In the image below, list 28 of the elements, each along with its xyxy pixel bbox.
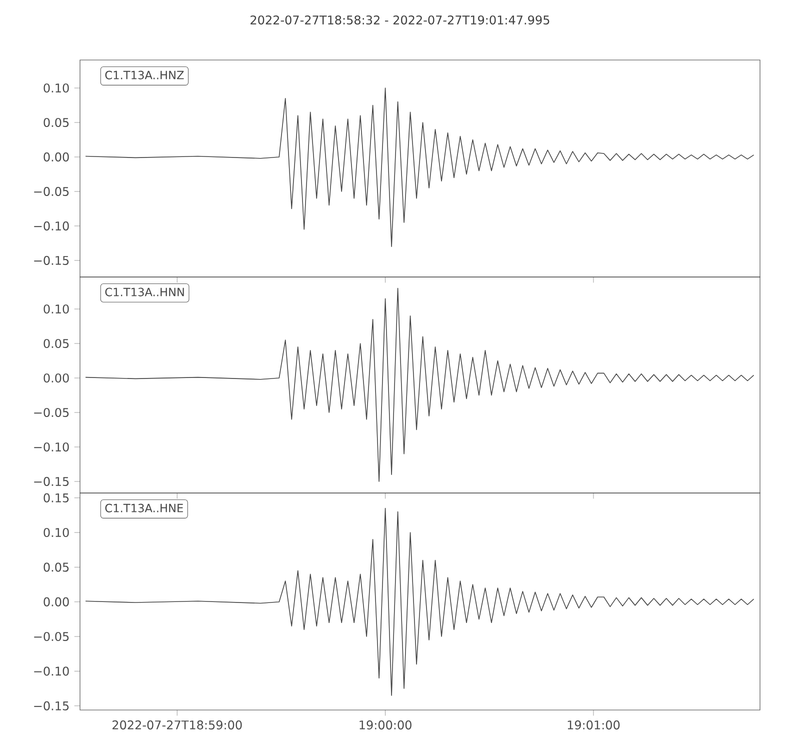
chart-title: 2022-07-27T18:58:32 - 2022-07-27T19:01:47.995	[250, 15, 550, 25]
y-tick-label: −0.05	[34, 186, 69, 196]
y-tick-label: 0.15	[44, 493, 69, 502]
x-tick-label: 2022-07-27T18:59:00	[112, 720, 242, 730]
y-tick-label: −0.15	[34, 256, 69, 265]
y-tick-label: 0.10	[44, 528, 69, 538]
y-tick-label: 0.05	[44, 562, 69, 572]
y-tick-label: 0.00	[44, 373, 69, 383]
text: C1.T13A..HNN	[105, 288, 184, 296]
y-tick-label: −0.10	[34, 666, 69, 676]
text: C1.T13A..HNZ	[105, 70, 184, 80]
y-tick-label: 0.05	[44, 118, 69, 128]
y-tick-label: −0.15	[34, 701, 69, 710]
y-tick-label: 0.10	[44, 83, 69, 93]
x-tick-label: 19:01:00	[568, 720, 620, 730]
y-tick-label: −0.15	[34, 476, 69, 486]
y-tick-label: −0.05	[34, 632, 69, 642]
y-tick-label: 0.10	[44, 304, 69, 314]
text: C1.T13A..HNE	[105, 504, 183, 512]
line-series	[85, 88, 754, 248]
y-tick-label: 0.00	[44, 597, 69, 606]
y-tick-label: −0.10	[34, 442, 69, 452]
y-tick-label: −0.05	[34, 408, 69, 418]
line-series	[85, 288, 754, 482]
y-tick-label: −0.10	[34, 221, 69, 230]
y-tick-label: 0.05	[44, 338, 69, 348]
x-tick-label: 19:00:00	[360, 720, 412, 730]
y-tick-label: 0.00	[44, 152, 69, 162]
